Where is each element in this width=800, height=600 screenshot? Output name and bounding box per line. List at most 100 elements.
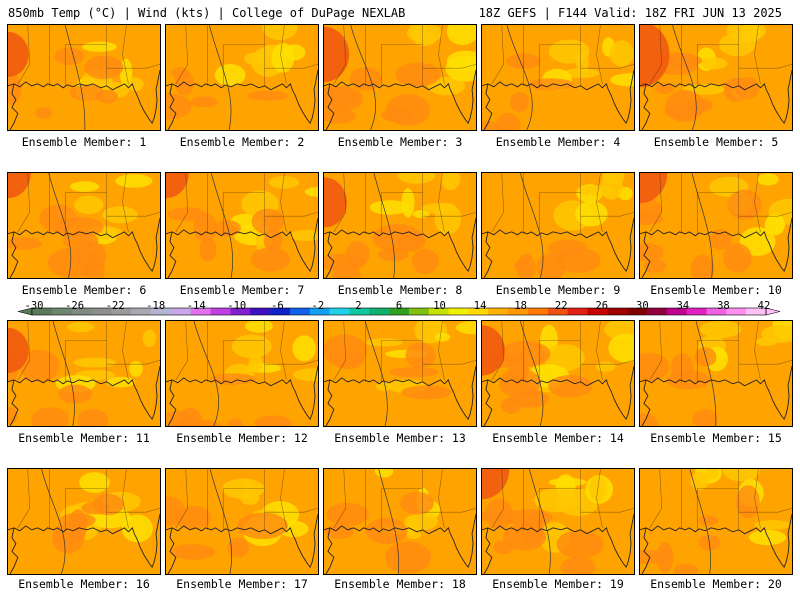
coastline — [483, 527, 493, 574]
coastline — [9, 231, 19, 278]
state-border — [438, 173, 445, 232]
wind-contour — [209, 469, 233, 574]
warm-area — [77, 409, 109, 426]
colorbar-outline — [31, 307, 767, 316]
warm-area — [501, 397, 522, 414]
state-border — [738, 359, 792, 365]
state-border — [333, 173, 347, 233]
state-border — [438, 321, 445, 380]
hot-area — [482, 469, 510, 500]
cool-area — [413, 33, 436, 46]
colorbar-tick-label: 42 — [757, 300, 771, 312]
cool-area — [401, 188, 415, 218]
ensemble-member-label: Ensemble Member: 12 — [176, 431, 308, 445]
warm-area — [333, 350, 364, 370]
temperature-colorbar — [17, 307, 781, 316]
state-border — [649, 25, 663, 85]
temperature-field — [640, 321, 792, 426]
coastline — [640, 366, 792, 421]
hot-area — [640, 173, 668, 204]
colorbar-segment — [131, 308, 152, 315]
warm-area — [527, 78, 574, 91]
temperature-field — [8, 25, 160, 130]
warm-area — [736, 485, 760, 519]
warm-area — [59, 512, 96, 528]
cool-area — [115, 174, 153, 188]
ensemble-member-label: Ensemble Member: 5 — [653, 135, 779, 149]
warm-area — [31, 407, 69, 426]
ensemble-member-label: Ensemble Member: 3 — [337, 135, 463, 149]
state-border — [649, 173, 663, 233]
cool-area — [142, 329, 157, 348]
coastline — [640, 218, 792, 273]
coastline — [483, 231, 493, 278]
temperature-field — [8, 321, 160, 426]
temperature-field — [324, 469, 476, 574]
state-border — [17, 321, 31, 381]
state-border — [122, 321, 129, 380]
wind-contour — [41, 469, 66, 574]
ensemble-member-map — [323, 320, 477, 427]
cool-area — [376, 381, 393, 392]
ensemble-member-map — [165, 320, 319, 427]
ensemble-member-label: Ensemble Member: 4 — [495, 135, 621, 149]
warm-area — [8, 72, 22, 105]
temperature-field — [482, 173, 634, 278]
colorbar-segment — [151, 308, 172, 315]
cool-area — [231, 334, 272, 359]
warm-area — [377, 248, 409, 262]
warm-area — [640, 352, 670, 382]
coastline — [8, 366, 160, 421]
state-border — [738, 63, 792, 69]
coastline — [324, 218, 476, 273]
state-border — [422, 211, 476, 217]
warm-area — [39, 204, 77, 233]
state-border — [122, 469, 129, 528]
cool-area — [304, 187, 318, 197]
temperature-field — [640, 469, 792, 574]
colorbar-segment — [646, 308, 668, 315]
colorbar-segment — [389, 308, 410, 315]
colorbar-segment — [51, 308, 72, 315]
coastline — [641, 527, 651, 574]
cool-area — [739, 227, 776, 256]
ensemble-member-map — [481, 172, 635, 279]
cool-area — [268, 176, 300, 189]
warm-area — [389, 367, 439, 378]
coastline — [325, 527, 335, 574]
cool-area — [761, 325, 792, 343]
warm-area — [92, 493, 124, 516]
ensemble-member-label: Ensemble Member: 17 — [176, 577, 308, 591]
cool-area — [248, 354, 263, 373]
cool-area — [699, 321, 742, 338]
ensemble-member-map — [7, 320, 161, 427]
warm-area — [482, 511, 506, 522]
colorbar-segment — [508, 308, 529, 315]
hot-area — [8, 327, 29, 374]
coastline — [641, 379, 651, 426]
state-border — [580, 211, 634, 217]
cool-area — [126, 77, 144, 92]
cool-area — [366, 338, 403, 347]
state-border — [333, 25, 347, 85]
wind-contour — [373, 173, 395, 278]
state-border — [754, 469, 761, 528]
state-border — [422, 359, 476, 365]
warm-area — [8, 237, 42, 250]
wind-contour — [520, 321, 544, 426]
cool-area — [79, 472, 110, 493]
colorbar-segment — [567, 308, 588, 315]
colorbar-segment — [627, 308, 648, 315]
coastline — [167, 527, 177, 574]
cool-area — [289, 229, 318, 242]
warm-area — [166, 93, 192, 120]
cool-area — [434, 332, 451, 342]
colorbar-tick-label: 18 — [514, 300, 527, 312]
state-border — [491, 25, 505, 85]
ensemble-member-map — [481, 468, 635, 575]
cool-area — [445, 55, 476, 82]
warm-area — [405, 342, 436, 369]
state-border — [649, 321, 663, 381]
colorbar-segment — [190, 308, 211, 315]
hot-area — [8, 31, 29, 78]
